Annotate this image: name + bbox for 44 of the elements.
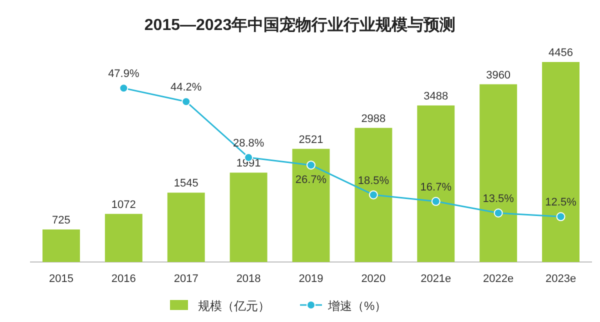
data-label: 3960 [486, 69, 511, 82]
data-label: 1072 [111, 198, 136, 211]
x-tick-label: 2020 [361, 273, 386, 285]
x-tick-label: 2021e [420, 273, 452, 285]
bar [167, 192, 205, 262]
data-label: 3488 [424, 90, 448, 102]
data-label: 16.7% [420, 181, 452, 194]
x-tick-label: 2015 [48, 273, 74, 285]
point [306, 160, 316, 170]
point [119, 84, 128, 93]
data-label: 13.5% [482, 193, 514, 206]
bar [542, 62, 580, 262]
data-label: 4456 [548, 47, 574, 59]
bar [292, 148, 330, 262]
point [182, 97, 191, 106]
data-label: 26.7% [295, 174, 327, 186]
data-label: 725 [52, 214, 70, 226]
bar [480, 84, 518, 262]
legend-label: 规模（亿元） [198, 299, 270, 313]
legend-label: 增速（%） [327, 299, 387, 313]
point [368, 190, 378, 200]
data-label: 28.8% [232, 137, 264, 150]
point [431, 196, 440, 206]
x-tick-label: 2023e [545, 273, 576, 285]
bar [230, 172, 268, 262]
data-label: 2988 [361, 112, 386, 125]
x-tick-label: 2017 [174, 273, 198, 285]
x-tick-label: 2019 [298, 273, 324, 285]
x-tick-label: 2018 [236, 273, 261, 285]
data-label: 2521 [298, 134, 324, 146]
data-label: 44.2% [170, 82, 202, 94]
chart-title: 2015—2023年中国宠物行业行业规模与预测 [144, 16, 456, 34]
point [494, 208, 503, 218]
data-label: 18.5% [358, 174, 390, 187]
point [556, 212, 566, 222]
bar [417, 105, 455, 262]
x-tick-label: 2016 [111, 273, 136, 285]
x-tick-label: 2022e [483, 273, 514, 285]
data-label: 47.9% [108, 68, 140, 80]
bar [354, 128, 392, 262]
bar [42, 229, 80, 262]
data-label: 1545 [174, 178, 198, 190]
data-label: 12.5% [545, 196, 577, 209]
bar [104, 214, 142, 262]
